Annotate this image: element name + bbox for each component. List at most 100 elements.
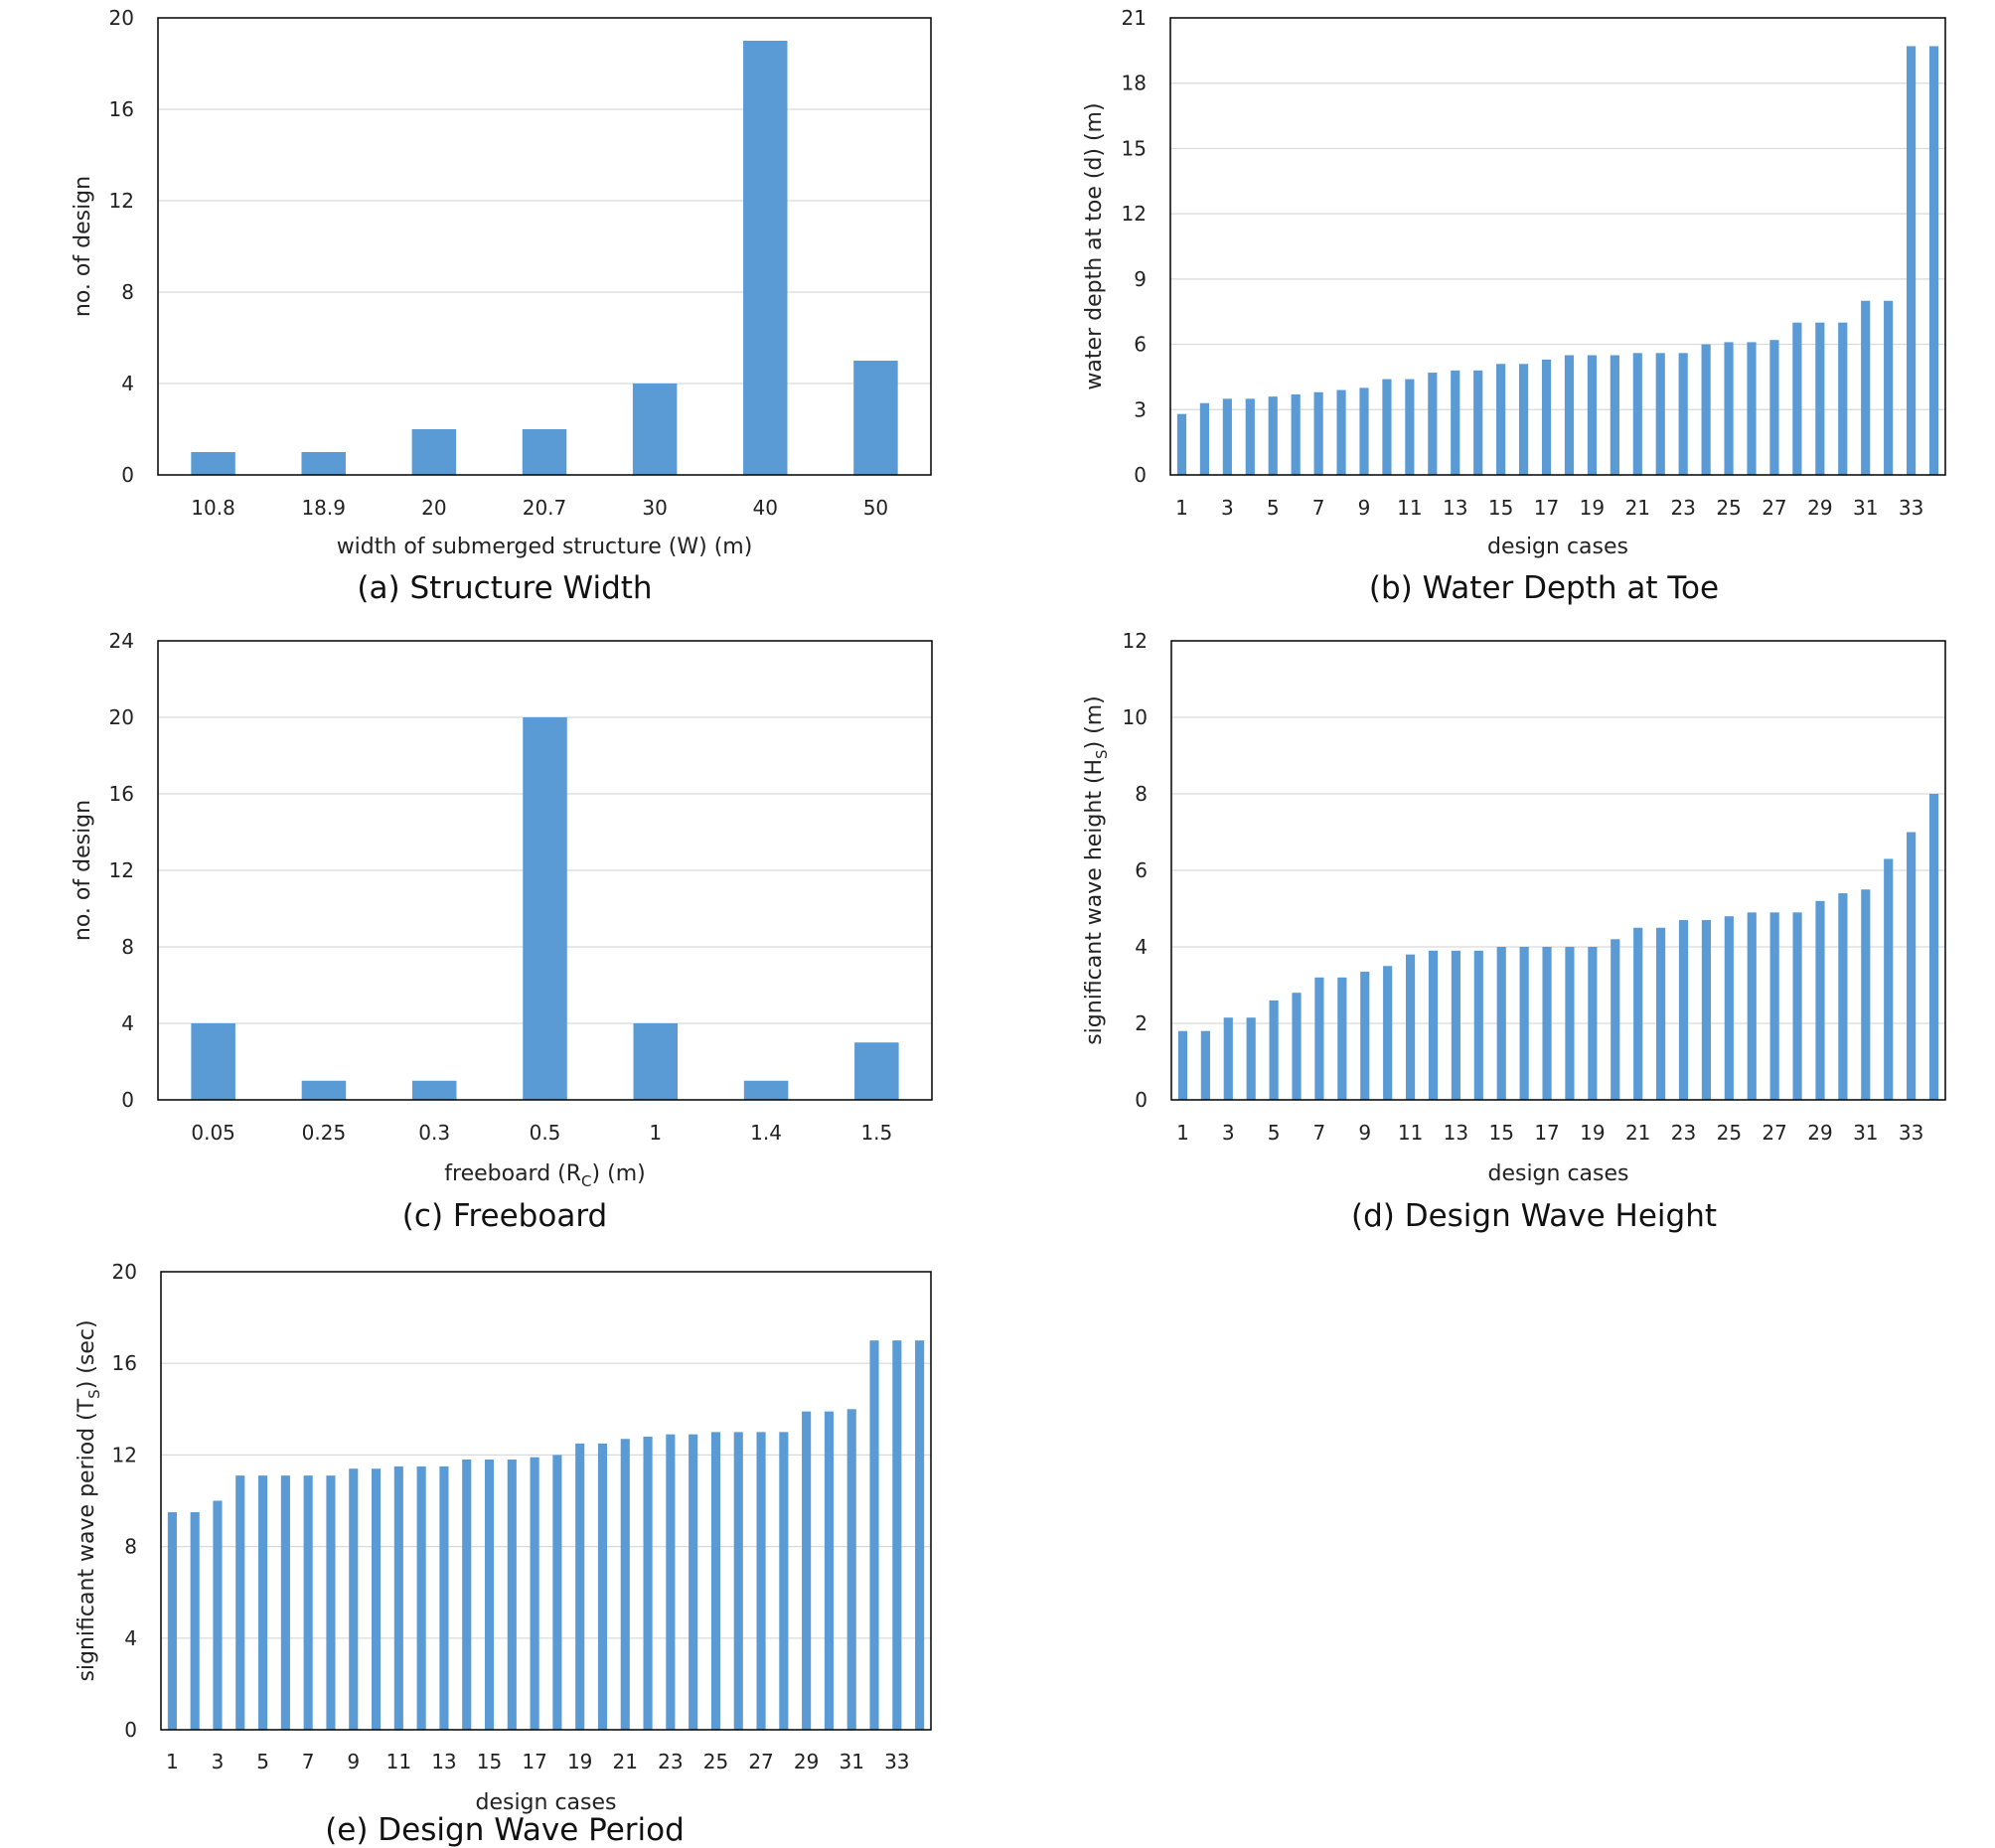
chart-c-ytick-label: 0 xyxy=(121,1088,134,1112)
chart-b-bar xyxy=(1815,322,1825,475)
chart-b-xtick-label: 25 xyxy=(1716,496,1741,520)
chart-d-xtick-label: 15 xyxy=(1488,1121,1513,1145)
chart-e-bar xyxy=(190,1512,200,1730)
chart-a-ytick-label: 12 xyxy=(109,189,134,213)
chart-c-xticks: 0.05 0.25 0.3 0.5 1 1.4 1.5 xyxy=(191,1121,892,1145)
chart-d-bar xyxy=(1496,947,1506,1100)
chart-a-bar xyxy=(522,429,567,475)
chart-d-yticks: 0 2 4 6 8 10 12 xyxy=(1123,629,1148,1112)
chart-c-xtick-label: 0.05 xyxy=(191,1121,235,1145)
chart-e-bar xyxy=(733,1432,743,1730)
chart-b-xticks: 1 3 5 7 9 11 13 15 17 19 21 23 25 27 29 31 33 xyxy=(1175,496,1923,520)
chart-e-bar xyxy=(802,1411,812,1730)
chart-e-bar xyxy=(349,1468,359,1730)
chart-e-ytick-label: 8 xyxy=(124,1535,137,1559)
chart-d-bar xyxy=(1269,1000,1279,1100)
chart-e-xtick-label: 3 xyxy=(212,1750,225,1773)
chart-b-bar xyxy=(1884,300,1894,475)
chart-c-svg: 0 4 8 12 16 20 24 0.05 0.25 0.3 0.5 1 1.4 1.5 freebo… xyxy=(71,629,933,1190)
chart-d-ytick-label: 10 xyxy=(1123,705,1148,729)
chart-c-xtick-label: 0.25 xyxy=(302,1121,347,1145)
chart-d-xtick-label: 17 xyxy=(1534,1121,1559,1145)
chart-d-xtick-label: 21 xyxy=(1625,1121,1650,1145)
chart-panel-a: 0 4 8 12 16 20 10.8 18.9 20 20.7 30 40 50 width of … xyxy=(0,0,998,616)
chart-e-xtick-label: 7 xyxy=(302,1750,315,1773)
chart-d-bar xyxy=(1769,912,1779,1100)
chart-e-bar xyxy=(689,1434,698,1730)
chart-d-bars xyxy=(1177,794,1939,1100)
chart-b-bar xyxy=(1199,402,1209,475)
chart-d-xtick-label: 5 xyxy=(1268,1121,1281,1145)
chart-d-xlabel: design cases xyxy=(1487,1161,1628,1186)
chart-e-xtick-label: 29 xyxy=(794,1750,819,1773)
chart-b-ytick-label: 0 xyxy=(1134,463,1147,487)
chart-c-ytick-label: 12 xyxy=(109,858,134,882)
chart-b-bar xyxy=(1769,340,1779,475)
chart-b-xtick-label: 27 xyxy=(1762,496,1786,520)
chart-b-xlabel: design cases xyxy=(1487,535,1628,559)
chart-d-caption: (d) Design Wave Height xyxy=(1350,1198,1718,1234)
chart-b-ytick-label: 9 xyxy=(1134,267,1147,291)
chart-d-bar xyxy=(1815,900,1825,1100)
chart-d-bar xyxy=(1200,1030,1210,1100)
chart-b-xtick-label: 19 xyxy=(1580,496,1605,520)
chart-d-bar xyxy=(1337,977,1347,1100)
chart-e-xlabel: design cases xyxy=(475,1790,616,1815)
chart-d-bar xyxy=(1177,1030,1188,1100)
chart-b-xtick-label: 31 xyxy=(1853,496,1878,520)
chart-b-bar xyxy=(1336,389,1346,475)
chart-d-bar xyxy=(1838,893,1848,1100)
chart-a-xtick-label: 30 xyxy=(642,496,667,520)
chart-d-ylabel: significant wave height (HS) (m) xyxy=(1082,695,1111,1045)
chart-panel-b: 0 3 6 9 12 15 18 21 1 3 5 7 9 11 13 15 17 19 21 23 25 27 29 31… xyxy=(998,0,1995,616)
chart-e-ytick-label: 0 xyxy=(124,1718,137,1742)
chart-a-svg: 0 4 8 12 16 20 10.8 18.9 20 20.7 30 40 50 width of … xyxy=(71,6,932,559)
chart-d-xtick-label: 25 xyxy=(1717,1121,1742,1145)
chart-d-bar xyxy=(1451,950,1460,1100)
chart-e-bar xyxy=(213,1500,223,1730)
chart-b-bar xyxy=(1928,46,1939,475)
chart-d-bar xyxy=(1656,927,1666,1100)
chart-c-ytick-label: 16 xyxy=(109,782,134,806)
chart-c-ytick-label: 8 xyxy=(121,935,134,959)
chart-d-bar xyxy=(1292,993,1302,1100)
chart-b-bar xyxy=(1907,46,1917,475)
chart-d-bar xyxy=(1588,947,1598,1100)
chart-d-xticks: 1 3 5 7 9 11 13 15 17 19 21 23 25 27 29 31 33 xyxy=(1176,1121,1923,1145)
chart-e-bar xyxy=(779,1432,789,1730)
chart-b-bar xyxy=(1564,355,1575,475)
chart-e-caption: (e) Design Wave Period xyxy=(325,1812,685,1848)
chart-b-bar xyxy=(1861,300,1871,475)
chart-e-xtick-label: 19 xyxy=(567,1750,592,1773)
chart-a-xtick-label: 20 xyxy=(421,496,446,520)
chart-c-xtick-label: 1 xyxy=(649,1121,662,1145)
chart-d-xtick-label: 7 xyxy=(1313,1121,1326,1145)
chart-e-xtick-label: 13 xyxy=(431,1750,456,1773)
chart-e-bar xyxy=(258,1475,268,1730)
chart-d-ytick-label: 2 xyxy=(1135,1011,1148,1035)
chart-b-grid xyxy=(1170,82,1945,410)
chart-b-bar xyxy=(1245,398,1255,475)
chart-a-xticks: 10.8 18.9 20 20.7 30 40 50 xyxy=(191,496,888,520)
chart-e-xtick-label: 33 xyxy=(884,1750,909,1773)
chart-e-bar xyxy=(620,1439,630,1730)
chart-b-bar xyxy=(1428,373,1438,475)
chart-d-xtick-label: 33 xyxy=(1899,1121,1923,1145)
chart-e-bar xyxy=(235,1475,245,1730)
chart-d-xtick-label: 27 xyxy=(1762,1121,1786,1145)
chart-d-ytick-label: 0 xyxy=(1135,1088,1148,1112)
chart-d-bar xyxy=(1701,920,1712,1100)
chart-b-ytick-label: 21 xyxy=(1122,6,1147,30)
chart-c-ylabel: no. of design xyxy=(71,800,95,941)
chart-a-grid xyxy=(158,108,931,385)
chart-a-bar xyxy=(301,452,346,475)
chart-c-xtick-label: 0.3 xyxy=(418,1121,450,1145)
chart-b-xtick-label: 1 xyxy=(1175,496,1188,520)
chart-c-yticks: 0 4 8 12 16 20 24 xyxy=(109,629,134,1112)
chart-a-xlabel: width of submerged structure (W) (m) xyxy=(337,535,753,559)
chart-d-xtick-label: 1 xyxy=(1176,1121,1189,1145)
chart-d-bar xyxy=(1383,966,1393,1100)
chart-e-bar xyxy=(824,1411,834,1730)
